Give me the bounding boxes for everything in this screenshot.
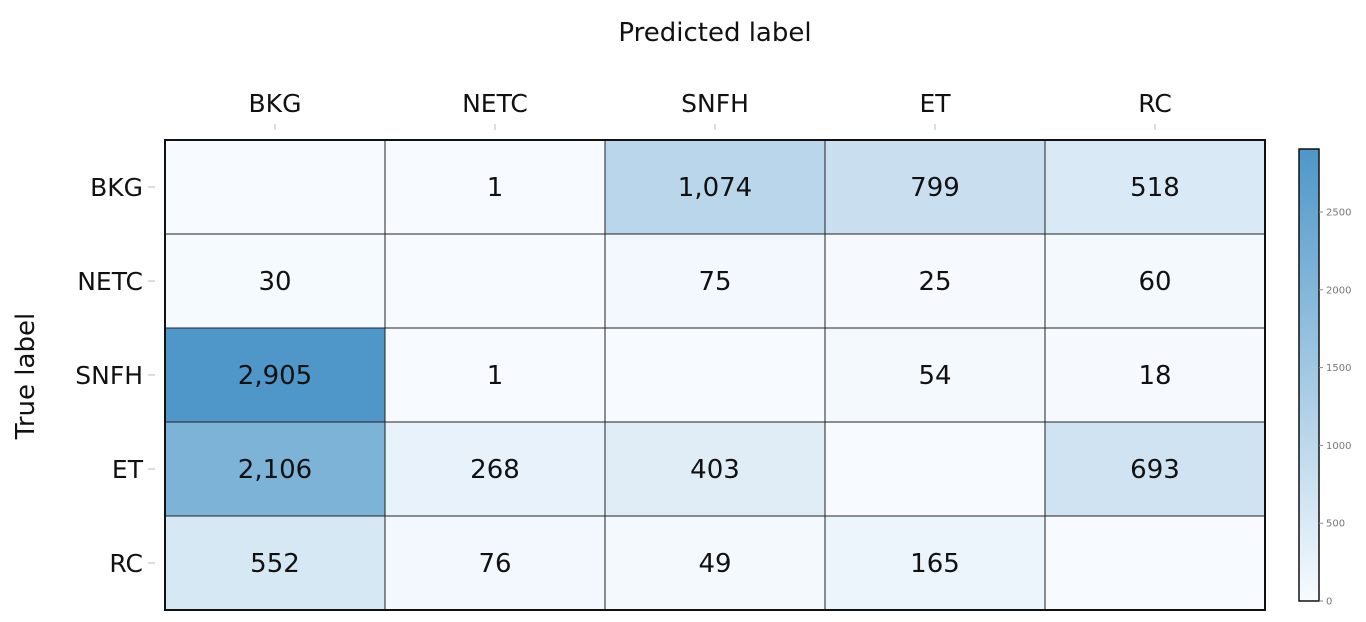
x-tick-label: RC xyxy=(1138,89,1172,118)
heatmap-cell xyxy=(384,327,606,423)
heatmap-cell xyxy=(1044,421,1266,517)
heatmap-cell xyxy=(604,327,826,423)
cell-value-label: 60 xyxy=(1138,267,1171,297)
heatmap-cell xyxy=(164,139,386,235)
y-tick-label: ET xyxy=(112,455,144,484)
heatmap-cell xyxy=(1044,515,1266,611)
cell-value-label: 165 xyxy=(910,549,960,579)
cell-value-label: 799 xyxy=(910,173,960,203)
y-tick-labels: BKG NETC SNFH ET RC xyxy=(75,173,155,578)
x-tick-labels: BKG NETC SNFH ET RC xyxy=(249,89,1172,130)
cell-value-label: 18 xyxy=(1138,361,1171,391)
heatmap-cell xyxy=(384,139,606,235)
heatmap-cell xyxy=(1044,233,1266,329)
cell-value-label: 693 xyxy=(1130,455,1180,485)
cell-value-label: 54 xyxy=(918,361,951,391)
cell-value-label: 1,074 xyxy=(678,173,752,203)
y-axis-title: True label xyxy=(11,313,41,440)
heatmap-cell xyxy=(604,139,826,235)
y-tick-label: BKG xyxy=(90,173,143,202)
cell-value-label: 2,106 xyxy=(238,455,312,485)
heatmap-cell xyxy=(1044,327,1266,423)
cell-value-label: 518 xyxy=(1130,173,1180,203)
colorbar-gradient xyxy=(1298,148,1320,602)
colorbar-tick-label: 1000 xyxy=(1326,441,1351,452)
colorbar-tick-label: 0 xyxy=(1326,597,1332,608)
heatmap-cell xyxy=(384,421,606,517)
heatmap-cells: 1 1,074 799 518 30 75 25 60 2,905 1 54 18 2,106 268 40… xyxy=(164,139,1266,611)
heatmap-cell xyxy=(604,515,826,611)
heatmap-cell xyxy=(604,233,826,329)
cell-value-label: 403 xyxy=(690,455,740,485)
colorbar-tick-label: 1500 xyxy=(1326,363,1351,374)
heatmap-cell xyxy=(164,421,386,517)
cell-value-label: 268 xyxy=(470,455,520,485)
y-tick-label: RC xyxy=(109,549,143,578)
x-tick-label: BKG xyxy=(249,89,302,118)
y-tick-label: NETC xyxy=(77,267,143,296)
heatmap-cell xyxy=(824,421,1046,517)
colorbar-tick-label: 500 xyxy=(1326,519,1345,530)
x-axis-title: Predicted label xyxy=(618,18,811,48)
grid-border xyxy=(164,139,1266,611)
cell-value-label: 2,905 xyxy=(238,361,312,391)
heatmap-cell xyxy=(384,515,606,611)
colorbar-tick-label: 2000 xyxy=(1326,285,1351,296)
cell-value-label: 25 xyxy=(918,267,951,297)
heatmap-cell xyxy=(164,233,386,329)
cell-value-label: 30 xyxy=(258,267,291,297)
y-tick-label: SNFH xyxy=(75,361,143,390)
cell-value-label: 1 xyxy=(487,361,504,391)
heatmap-cell xyxy=(1044,139,1266,235)
x-tick-label: NETC xyxy=(462,89,528,118)
heatmap-cell xyxy=(384,233,606,329)
cell-value-label: 49 xyxy=(698,549,731,579)
cell-value-label: 76 xyxy=(478,549,511,579)
heatmap-cell xyxy=(824,515,1046,611)
x-tick-label: ET xyxy=(919,89,951,118)
cell-value-label: 1 xyxy=(487,173,504,203)
colorbar: 0 500 1000 1500 2000 2500 xyxy=(1298,148,1351,608)
cell-value-label: 552 xyxy=(250,549,300,579)
heatmap-cell xyxy=(164,515,386,611)
colorbar-tick-label: 2500 xyxy=(1326,208,1351,219)
x-tick-label: SNFH xyxy=(681,89,749,118)
heatmap-cell xyxy=(604,421,826,517)
cell-value-label: 75 xyxy=(698,267,731,297)
